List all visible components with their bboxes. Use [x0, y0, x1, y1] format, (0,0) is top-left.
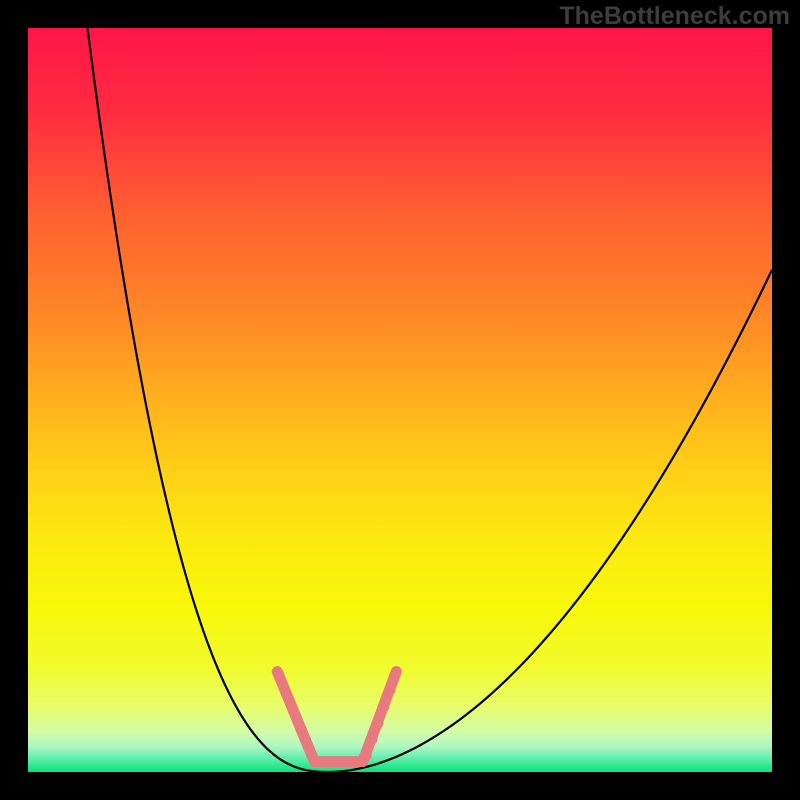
- min-marker-dot: [288, 705, 298, 715]
- min-marker-dot: [303, 742, 313, 752]
- watermark-text: TheBottleneck.com: [559, 2, 790, 31]
- min-marker-dot: [391, 668, 401, 678]
- curve-layer: [28, 28, 772, 772]
- min-marker-dot: [373, 718, 383, 728]
- min-marker-dot: [367, 734, 377, 744]
- min-marker-dot: [379, 701, 389, 711]
- min-marker-dot: [385, 685, 395, 695]
- figure-root: TheBottleneck.com: [0, 0, 800, 800]
- min-marker-dot: [295, 724, 305, 734]
- min-marker-dot: [273, 667, 283, 677]
- bottleneck-curve: [88, 28, 772, 772]
- min-marker: [277, 672, 396, 762]
- min-marker-dot: [361, 750, 371, 760]
- min-marker-dot: [280, 686, 290, 696]
- plot-area: [28, 28, 772, 772]
